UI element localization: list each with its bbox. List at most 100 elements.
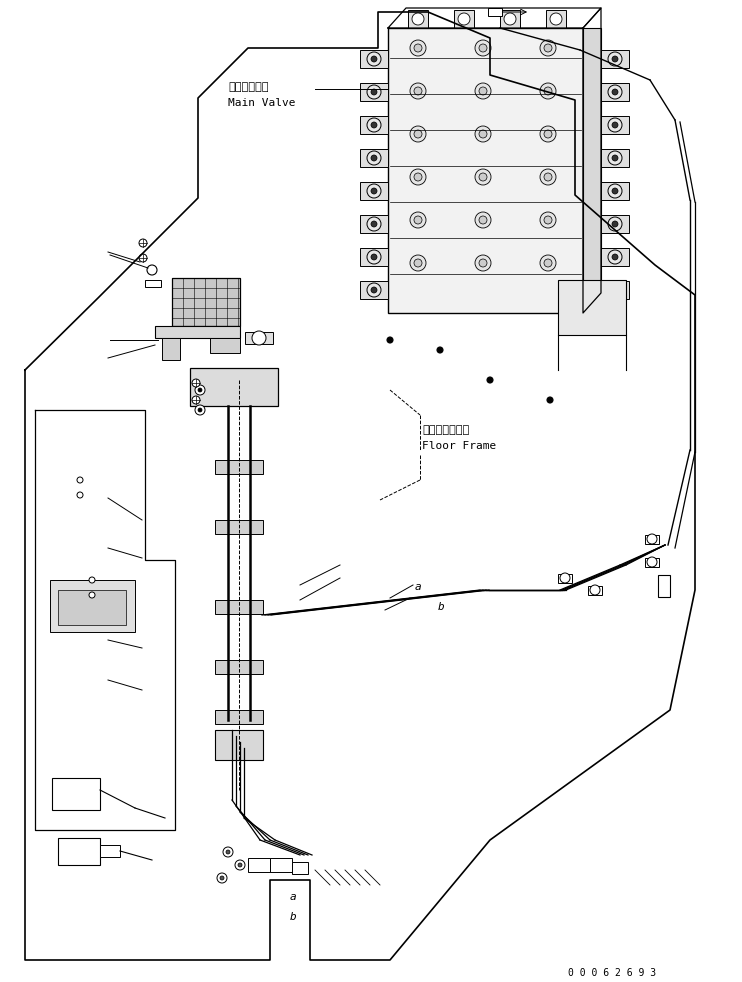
Circle shape bbox=[647, 557, 657, 567]
Circle shape bbox=[139, 239, 147, 247]
Circle shape bbox=[608, 250, 622, 264]
Circle shape bbox=[608, 118, 622, 132]
Circle shape bbox=[414, 44, 422, 52]
Circle shape bbox=[544, 130, 552, 138]
Bar bbox=[601, 149, 629, 167]
Circle shape bbox=[414, 173, 422, 181]
Circle shape bbox=[235, 860, 245, 870]
Bar bbox=[360, 182, 388, 200]
Bar bbox=[215, 520, 263, 534]
Circle shape bbox=[608, 184, 622, 198]
Bar bbox=[215, 460, 263, 474]
Circle shape bbox=[367, 250, 381, 264]
Circle shape bbox=[475, 83, 491, 99]
Circle shape bbox=[612, 287, 618, 293]
Circle shape bbox=[475, 212, 491, 228]
Circle shape bbox=[540, 212, 556, 228]
Circle shape bbox=[487, 377, 493, 383]
Circle shape bbox=[544, 87, 552, 95]
Circle shape bbox=[475, 40, 491, 56]
Bar bbox=[360, 83, 388, 101]
Bar bbox=[588, 586, 602, 595]
Circle shape bbox=[367, 52, 381, 66]
Bar bbox=[50, 580, 135, 632]
Circle shape bbox=[412, 13, 424, 25]
Circle shape bbox=[195, 405, 205, 415]
Bar bbox=[601, 83, 629, 101]
Bar bbox=[215, 730, 263, 760]
Bar bbox=[52, 778, 100, 810]
Circle shape bbox=[479, 44, 487, 52]
Circle shape bbox=[367, 283, 381, 297]
Bar bbox=[360, 116, 388, 134]
Circle shape bbox=[560, 573, 570, 583]
Circle shape bbox=[475, 169, 491, 185]
Circle shape bbox=[608, 85, 622, 99]
Circle shape bbox=[371, 287, 377, 293]
Bar bbox=[601, 281, 629, 299]
Circle shape bbox=[410, 212, 426, 228]
Text: b: b bbox=[290, 912, 297, 922]
Circle shape bbox=[547, 397, 553, 403]
Circle shape bbox=[544, 173, 552, 181]
Circle shape bbox=[371, 221, 377, 227]
Bar bbox=[454, 10, 474, 28]
Circle shape bbox=[238, 863, 242, 867]
Circle shape bbox=[550, 13, 562, 25]
Circle shape bbox=[367, 118, 381, 132]
Bar bbox=[645, 558, 659, 567]
Circle shape bbox=[387, 337, 393, 343]
Circle shape bbox=[192, 396, 200, 404]
Circle shape bbox=[410, 169, 426, 185]
Bar bbox=[270, 858, 292, 872]
Circle shape bbox=[192, 379, 200, 387]
Circle shape bbox=[479, 130, 487, 138]
Bar bbox=[558, 574, 572, 583]
Bar bbox=[58, 590, 126, 625]
Circle shape bbox=[371, 89, 377, 95]
Circle shape bbox=[367, 151, 381, 165]
Circle shape bbox=[540, 40, 556, 56]
Bar bbox=[58, 838, 100, 865]
Bar bbox=[248, 858, 270, 872]
Bar bbox=[601, 116, 629, 134]
Bar bbox=[601, 248, 629, 266]
Circle shape bbox=[544, 44, 552, 52]
Text: 0 0 0 6 2 6 9 3: 0 0 0 6 2 6 9 3 bbox=[568, 968, 656, 978]
Circle shape bbox=[612, 122, 618, 128]
Text: メインバルブ: メインバルブ bbox=[228, 82, 269, 92]
Circle shape bbox=[608, 283, 622, 297]
Bar bbox=[408, 10, 428, 28]
Circle shape bbox=[479, 259, 487, 267]
Circle shape bbox=[410, 255, 426, 271]
Bar bbox=[215, 710, 263, 724]
Circle shape bbox=[612, 155, 618, 161]
Circle shape bbox=[647, 534, 657, 544]
Bar bbox=[558, 280, 626, 335]
Bar bbox=[100, 845, 120, 857]
Circle shape bbox=[479, 216, 487, 224]
Circle shape bbox=[612, 89, 618, 95]
Bar bbox=[658, 575, 670, 597]
Text: a: a bbox=[290, 892, 297, 902]
Circle shape bbox=[437, 347, 443, 353]
Bar bbox=[360, 215, 388, 233]
Circle shape bbox=[590, 585, 600, 595]
Circle shape bbox=[612, 254, 618, 260]
Circle shape bbox=[77, 492, 83, 498]
Circle shape bbox=[223, 847, 233, 857]
Circle shape bbox=[226, 850, 230, 854]
Circle shape bbox=[89, 592, 95, 598]
Bar bbox=[172, 278, 240, 326]
Text: Floor Frame: Floor Frame bbox=[422, 441, 496, 451]
Circle shape bbox=[612, 221, 618, 227]
Circle shape bbox=[540, 126, 556, 142]
Circle shape bbox=[139, 254, 147, 262]
Bar bbox=[388, 28, 583, 313]
Circle shape bbox=[367, 85, 381, 99]
Bar bbox=[245, 332, 273, 344]
Bar bbox=[155, 326, 240, 338]
Circle shape bbox=[612, 56, 618, 62]
Bar bbox=[601, 215, 629, 233]
Circle shape bbox=[544, 216, 552, 224]
